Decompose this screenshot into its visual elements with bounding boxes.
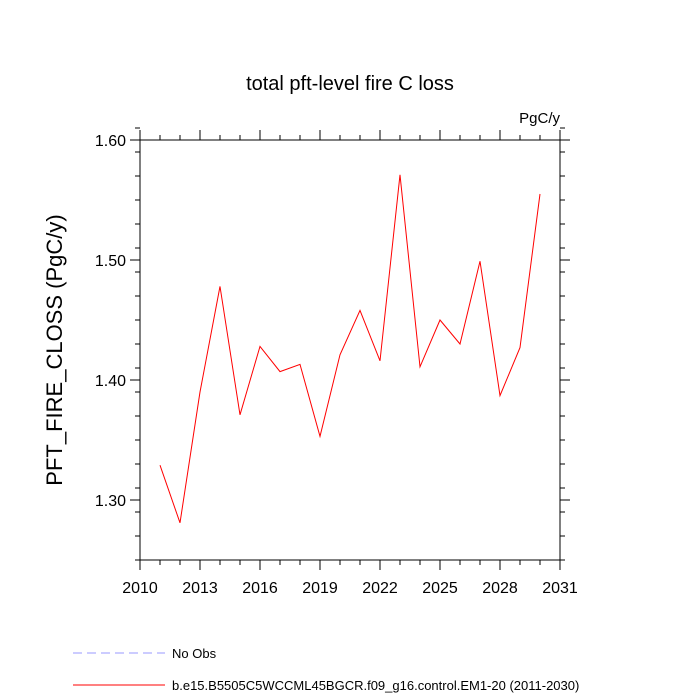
x-tick-label: 2019 [302,580,338,597]
y-tick-label: 1.30 [95,493,126,510]
legend: No Obs b.e15.B5505C5WCCML45BGCR.f09_g16.c… [73,646,579,693]
legend-label: b.e15.B5505C5WCCML45BGCR.f09_g16.control… [172,678,579,693]
axis-ticks [130,127,570,570]
x-tick-label: 2028 [482,580,518,597]
x-tick-label: 2022 [362,580,398,597]
x-tick-label: 2025 [422,580,458,597]
x-tick-label: 2031 [542,580,578,597]
x-tick-label: 2016 [242,580,278,597]
y-tick-label: 1.40 [95,373,126,390]
y-tick-label: 1.50 [95,253,126,270]
legend-label: No Obs [172,646,217,661]
series-line-0 [159,174,541,523]
units-label: PgC/y [519,110,560,127]
x-tick-label: 2010 [122,580,158,597]
y-axis-label: PFT_FIRE_CLOSS (PgC/y) [42,214,67,485]
plot-frame [139,139,561,561]
chart-title: total pft-level fire C loss [246,73,454,95]
axis-tick-labels: 2010 2013 2016 2019 2022 2025 2028 2031 1.30 1.40… [95,133,578,597]
x-tick-label: 2013 [182,580,218,597]
series-layer [159,174,541,523]
y-tick-label: 1.60 [95,133,126,150]
